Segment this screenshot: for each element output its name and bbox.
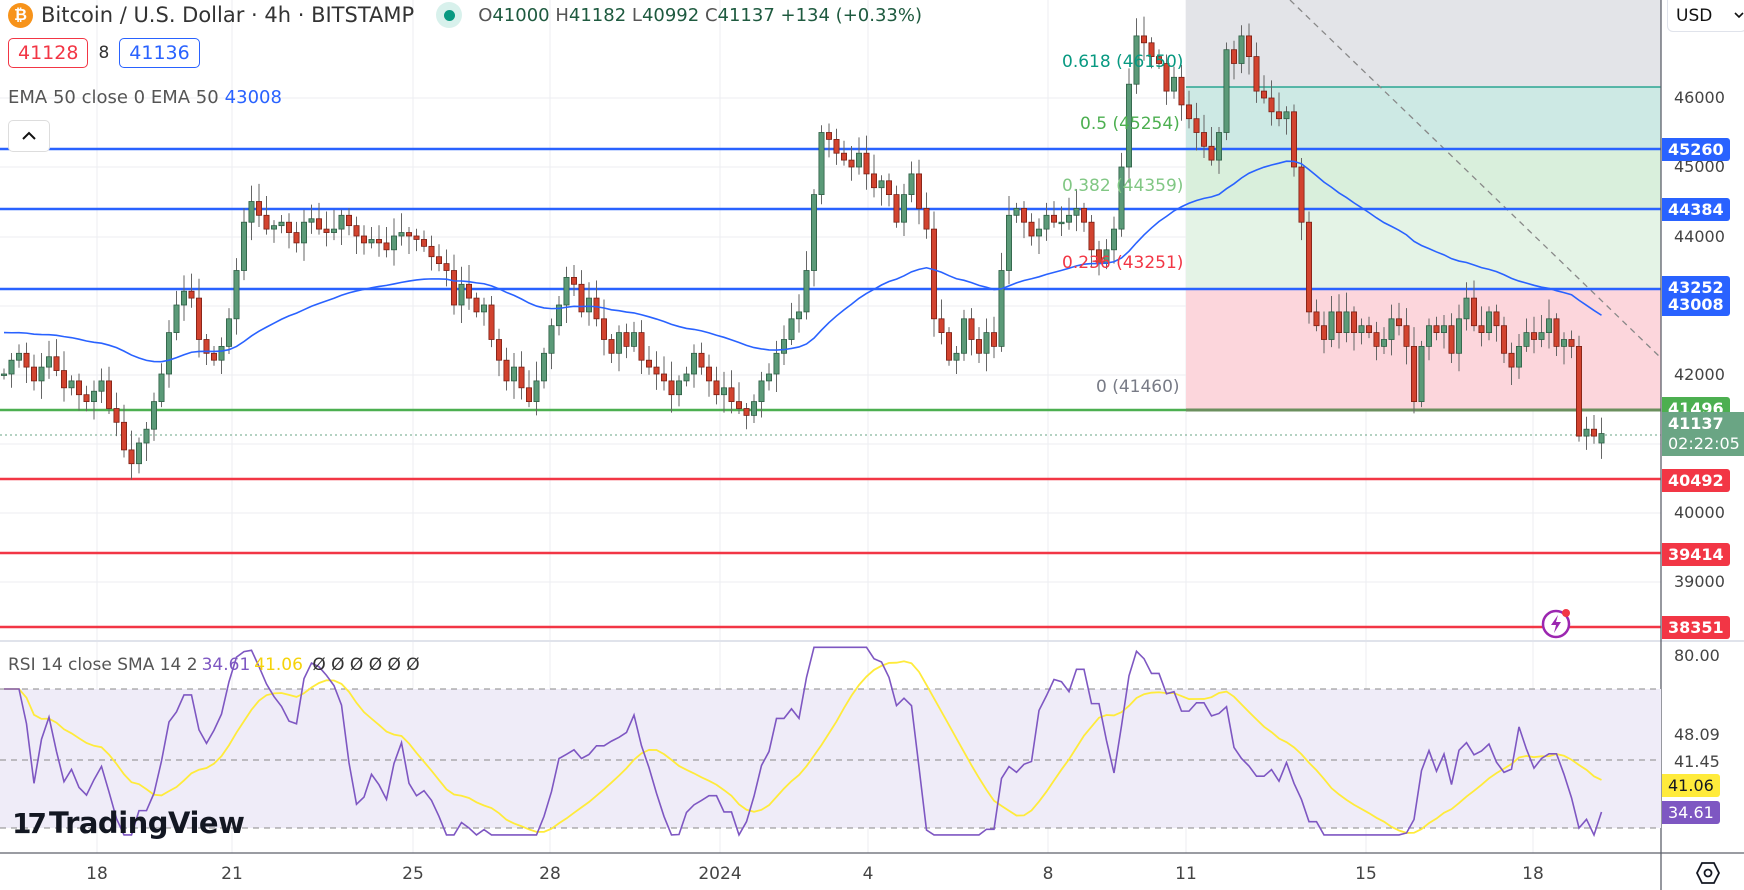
rsi-tick: 48.09	[1674, 725, 1720, 744]
last-price-tag: 41137 02:22:05	[1662, 412, 1744, 456]
time-tick: 28	[539, 864, 561, 884]
price-level-tag: 38351	[1662, 616, 1730, 639]
sell-price-button[interactable]: 41128	[8, 38, 89, 68]
market-open-status-icon	[436, 2, 463, 28]
buy-price-button[interactable]: 41136	[119, 38, 200, 68]
rsi-legend[interactable]: RSI 14 close SMA 14 2 34.61 41.06 Ø Ø Ø Ø …	[8, 655, 420, 675]
currency-selector[interactable]: USD	[1667, 0, 1744, 32]
price-level-tag: 39414	[1662, 543, 1730, 566]
rsi-sma-value: 41.06	[254, 655, 303, 675]
rsi-tick: 80.00	[1674, 646, 1720, 665]
price-level-tag: 43008	[1662, 293, 1730, 316]
time-tick: 8	[1042, 864, 1054, 884]
chevron-up-icon	[22, 131, 36, 140]
price-tick: 42000	[1674, 365, 1725, 384]
fib-level-label: 0.5 (45254)	[1080, 114, 1180, 134]
ema-value: 43008	[224, 87, 282, 108]
ema-label: EMA 50 close 0 EMA 50	[8, 87, 219, 108]
ema-legend[interactable]: EMA 50 close 0 EMA 50 43008	[8, 87, 282, 108]
rsi-label: RSI 14 close SMA 14 2	[8, 655, 198, 675]
rsi-value-tag: 34.61	[1662, 801, 1720, 824]
currency-value: USD	[1676, 5, 1713, 26]
bar-countdown: 02:22:05	[1668, 434, 1740, 453]
fib-level-label: 0.236 (43251)	[1062, 253, 1184, 273]
settings-icon[interactable]	[1696, 862, 1720, 884]
price-tick: 44000	[1674, 227, 1725, 246]
price-tick: 46000	[1674, 88, 1725, 107]
price-level-tag: 40492	[1662, 469, 1730, 492]
lightning-alert-icon[interactable]	[1540, 606, 1574, 640]
tradingview-logo[interactable]: 17 TradingView	[12, 806, 245, 840]
collapse-legend-button[interactable]	[8, 120, 50, 152]
time-tick: 11	[1175, 864, 1197, 884]
bitcoin-icon: ₿	[8, 2, 33, 28]
time-tick: 18	[86, 864, 108, 884]
rsi-value-tag: 41.06	[1662, 774, 1720, 797]
ohlc-values: O41000 H41182 L40992 C41137 +134 (+0.33%…	[478, 4, 922, 26]
time-tick: 18	[1522, 864, 1544, 884]
rsi-nil-values: Ø Ø Ø Ø Ø Ø	[306, 655, 420, 675]
price-tick: 39000	[1674, 572, 1725, 591]
time-tick: 4	[862, 864, 874, 884]
time-tick: 21	[221, 864, 243, 884]
last-price: 41137	[1668, 414, 1724, 433]
time-tick: 15	[1355, 864, 1377, 884]
price-level-tag: 45260	[1662, 138, 1730, 161]
fib-level-label: 0 (41460)	[1096, 377, 1180, 397]
rsi-value: 34.61	[201, 655, 251, 675]
symbol-title[interactable]: Bitcoin / U.S. Dollar · 4h · BITSTAMP	[41, 3, 415, 27]
rsi-tick: 41.45	[1674, 752, 1720, 771]
chevron-down-icon	[1734, 12, 1744, 19]
symbol-legend[interactable]: ₿ Bitcoin / U.S. Dollar · 4h · BITSTAMP …	[8, 2, 922, 28]
price-change: +134 (+0.33%)	[780, 4, 922, 26]
time-tick: 2024	[698, 864, 742, 884]
bid-ask-row: 41128 8 41136	[8, 38, 200, 68]
fib-level-label: 0.618 (46150)	[1062, 52, 1184, 72]
fib-level-label: 0.382 (44359)	[1062, 176, 1184, 196]
price-tick: 40000	[1674, 503, 1725, 522]
tradingview-logo-icon: 17	[12, 806, 47, 840]
spread-value: 8	[98, 43, 110, 63]
price-level-tag: 44384	[1662, 198, 1730, 221]
time-tick: 25	[402, 864, 424, 884]
price-tick: 45000	[1674, 157, 1725, 176]
